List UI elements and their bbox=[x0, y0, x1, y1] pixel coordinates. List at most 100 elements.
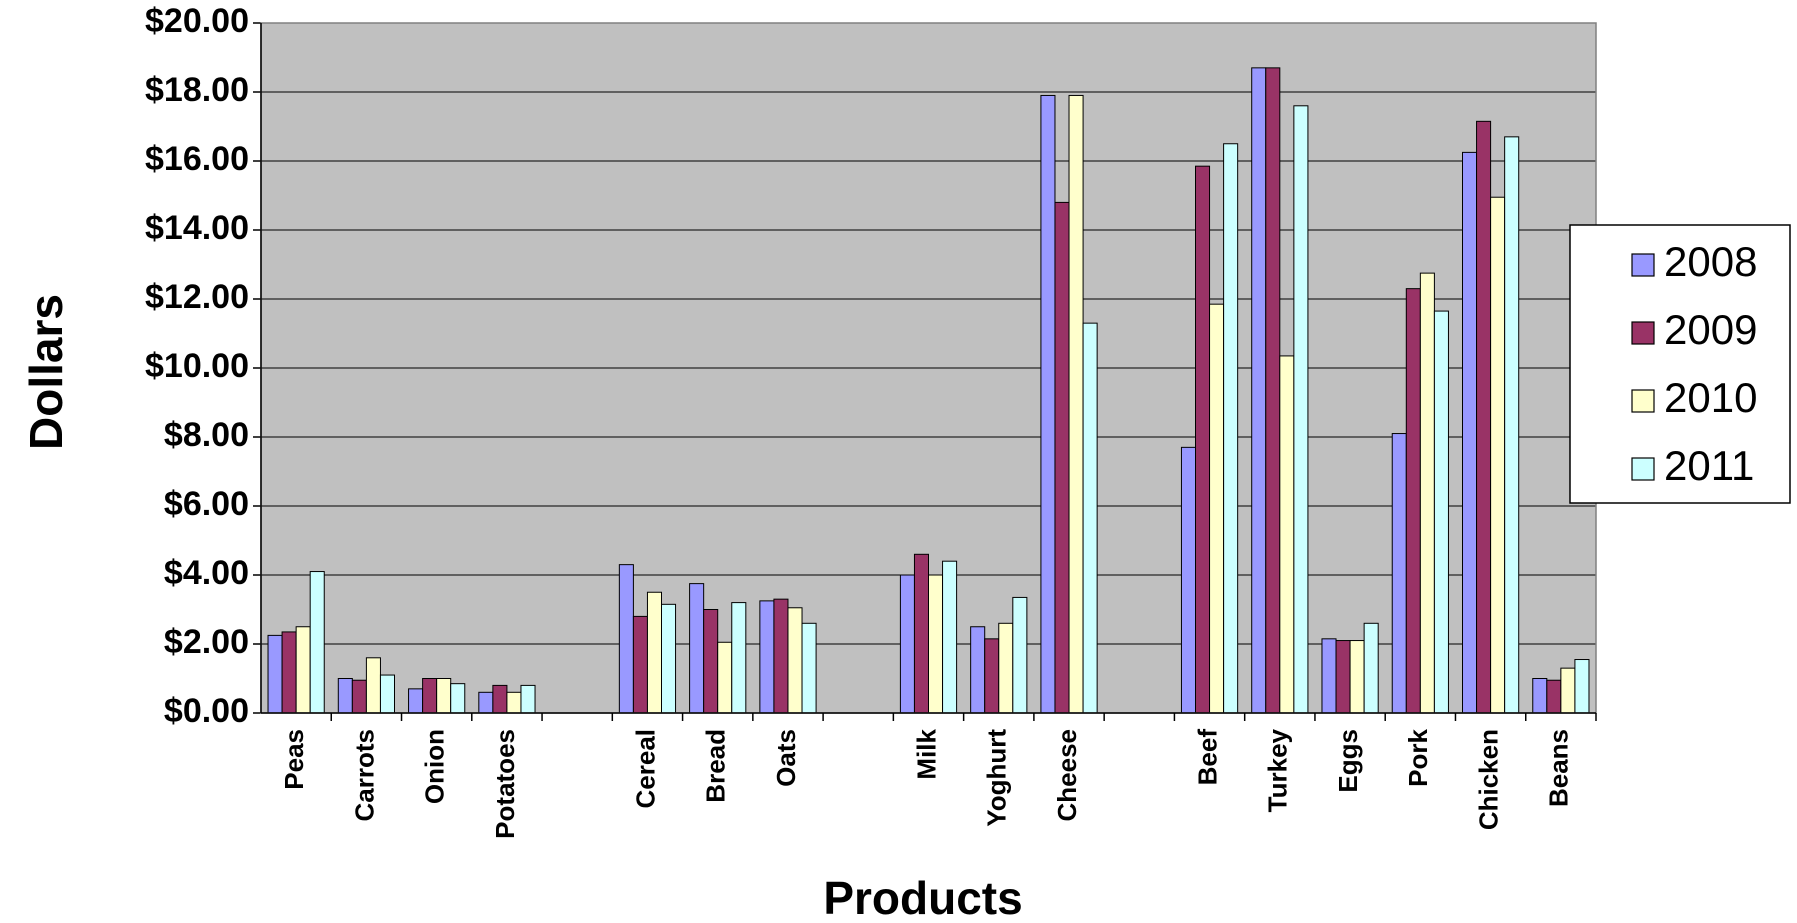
bar-beef-2010 bbox=[1210, 304, 1224, 713]
x-tick-label: Oats bbox=[771, 729, 801, 787]
bar-cheese-2009 bbox=[1055, 202, 1069, 713]
x-tick-label: Peas bbox=[279, 729, 309, 790]
bar-beans-2010 bbox=[1561, 668, 1575, 713]
bar-chicken-2009 bbox=[1477, 121, 1491, 713]
y-tick-label: $20.00 bbox=[145, 2, 249, 40]
bar-pork-2010 bbox=[1420, 273, 1434, 713]
y-tick-label: $4.00 bbox=[164, 554, 249, 592]
bar-turkey-2009 bbox=[1266, 68, 1280, 713]
x-tick-label: Yoghurt bbox=[982, 729, 1012, 827]
bar-milk-2010 bbox=[929, 575, 943, 713]
y-tick-labels: $0.00 $2.00 $4.00 $6.00 $8.00 $10.00 $12.00 $14… bbox=[145, 2, 249, 730]
x-tick-label: Cheese bbox=[1052, 729, 1082, 822]
x-tick-label: Milk bbox=[911, 728, 941, 779]
bar-potatoes-2009 bbox=[493, 685, 507, 713]
bar-milk-2008 bbox=[900, 575, 914, 713]
bar-beef-2008 bbox=[1181, 447, 1195, 713]
bar-peas-2009 bbox=[282, 632, 296, 713]
bar-milk-2009 bbox=[914, 554, 928, 713]
bar-oats-2009 bbox=[774, 599, 788, 713]
legend-label-2011: 2011 bbox=[1664, 442, 1754, 489]
y-tick-label: $6.00 bbox=[164, 485, 249, 523]
x-tick-label: Turkey bbox=[1263, 728, 1293, 812]
bar-pork-2008 bbox=[1392, 434, 1406, 713]
bar-beans-2009 bbox=[1547, 680, 1561, 713]
y-tick-label: $10.00 bbox=[145, 347, 249, 385]
bar-oats-2011 bbox=[802, 623, 816, 713]
bar-bread-2011 bbox=[732, 603, 746, 713]
bar-pork-2011 bbox=[1434, 311, 1448, 713]
bar-beef-2009 bbox=[1196, 166, 1210, 713]
x-axis-title: Products bbox=[823, 872, 1022, 923]
y-tick-label: $8.00 bbox=[164, 416, 249, 454]
bar-chicken-2008 bbox=[1463, 152, 1477, 713]
x-tick-label: Bread bbox=[701, 729, 731, 803]
bar-turkey-2011 bbox=[1294, 106, 1308, 713]
bar-milk-2011 bbox=[943, 561, 957, 713]
y-tick-label: $16.00 bbox=[145, 140, 249, 178]
bar-potatoes-2011 bbox=[521, 685, 535, 713]
x-tick-label: Onion bbox=[420, 729, 450, 804]
bar-eggs-2008 bbox=[1322, 639, 1336, 713]
x-tick-label: Beef bbox=[1192, 729, 1222, 786]
x-tick-label: Potatoes bbox=[490, 729, 520, 839]
bar-cereal-2008 bbox=[619, 565, 633, 713]
bar-eggs-2011 bbox=[1364, 623, 1378, 713]
bar-cheese-2010 bbox=[1069, 95, 1083, 713]
bar-oats-2008 bbox=[760, 601, 774, 713]
y-tick-label: $0.00 bbox=[164, 692, 249, 730]
x-tick-label: Carrots bbox=[349, 729, 379, 821]
x-tick-label: Beans bbox=[1544, 729, 1574, 807]
bar-cheese-2011 bbox=[1083, 323, 1097, 713]
bar-peas-2010 bbox=[296, 627, 310, 713]
bar-potatoes-2010 bbox=[507, 692, 521, 713]
bar-chicken-2010 bbox=[1491, 197, 1505, 713]
legend-swatch-2008 bbox=[1632, 254, 1654, 276]
bar-eggs-2010 bbox=[1350, 641, 1364, 713]
bar-beef-2011 bbox=[1224, 144, 1238, 713]
bar-peas-2008 bbox=[268, 635, 282, 713]
bar-oats-2010 bbox=[788, 608, 802, 713]
bar-chicken-2011 bbox=[1505, 137, 1519, 713]
bar-potatoes-2008 bbox=[479, 692, 493, 713]
x-tick-label: Eggs bbox=[1333, 729, 1363, 793]
bar-carrots-2009 bbox=[352, 680, 366, 713]
bar-carrots-2010 bbox=[366, 658, 380, 713]
bar-eggs-2009 bbox=[1336, 641, 1350, 713]
bar-onion-2010 bbox=[437, 679, 451, 714]
legend-swatch-2011 bbox=[1632, 458, 1654, 480]
bar-turkey-2008 bbox=[1252, 68, 1266, 713]
legend-label-2009: 2009 bbox=[1664, 306, 1757, 353]
y-tick-label: $18.00 bbox=[145, 71, 249, 109]
y-axis-title: Dollars bbox=[20, 294, 72, 450]
y-tick-label: $2.00 bbox=[164, 623, 249, 661]
legend-swatch-2010 bbox=[1632, 390, 1654, 412]
bar-yoghurt-2009 bbox=[985, 639, 999, 713]
x-tick-label: Cereal bbox=[630, 729, 660, 809]
bar-cheese-2008 bbox=[1041, 95, 1055, 713]
bar-cereal-2010 bbox=[647, 592, 661, 713]
bar-yoghurt-2008 bbox=[971, 627, 985, 713]
bar-beans-2008 bbox=[1533, 679, 1547, 714]
legend: 2008 2009 2010 2011 bbox=[1570, 225, 1790, 503]
legend-label-2010: 2010 bbox=[1664, 374, 1757, 421]
bar-turkey-2010 bbox=[1280, 356, 1294, 713]
bar-peas-2011 bbox=[310, 572, 324, 713]
bar-bread-2010 bbox=[718, 642, 732, 713]
legend-swatch-2009 bbox=[1632, 322, 1654, 344]
bar-yoghurt-2010 bbox=[999, 623, 1013, 713]
bar-bread-2008 bbox=[690, 584, 704, 713]
legend-label-2008: 2008 bbox=[1664, 238, 1757, 285]
bar-carrots-2008 bbox=[338, 679, 352, 714]
bar-carrots-2011 bbox=[380, 675, 394, 713]
bar-pork-2009 bbox=[1406, 289, 1420, 713]
bar-onion-2011 bbox=[451, 684, 465, 713]
bar-bread-2009 bbox=[704, 610, 718, 714]
y-tick-label: $12.00 bbox=[145, 278, 249, 316]
x-tick-label: Chicken bbox=[1473, 729, 1503, 830]
bar-beans-2011 bbox=[1575, 660, 1589, 713]
bar-onion-2008 bbox=[409, 689, 423, 713]
bar-cereal-2009 bbox=[633, 616, 647, 713]
bar-cereal-2011 bbox=[662, 604, 676, 713]
